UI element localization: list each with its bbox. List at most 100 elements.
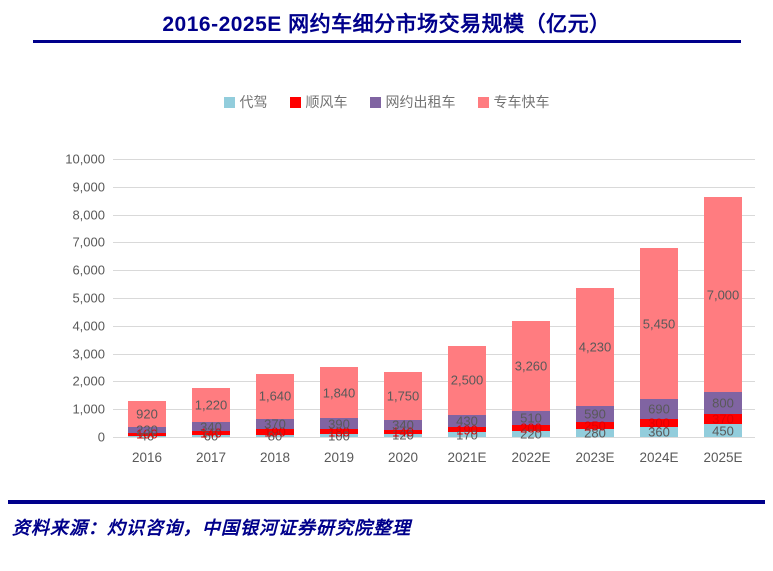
bar-segment-2023E-代驾 bbox=[576, 429, 614, 437]
y-axis-tick-label: 6,000 bbox=[72, 262, 105, 278]
bar-segment-2021E-网约出租车 bbox=[448, 415, 486, 427]
y-axis-tick-label: 5,000 bbox=[72, 290, 105, 306]
bar-segment-2016-专车快车 bbox=[128, 401, 166, 427]
data-label-2016-专车快车: 920 bbox=[136, 406, 158, 422]
legend-swatch-icon bbox=[477, 96, 489, 108]
gridline bbox=[113, 353, 755, 355]
bar-segment-2019-顺风车 bbox=[320, 429, 358, 435]
bar-segment-2020-顺风车 bbox=[384, 429, 422, 434]
legend-item-3: 网约出租车 bbox=[369, 92, 456, 112]
chart-legend: 代驾 顺风车 网约出租车 专车快车 bbox=[0, 92, 773, 112]
gridline bbox=[113, 437, 755, 438]
data-label-2024E-顺风车: 300 bbox=[648, 415, 670, 431]
data-label-2020-网约出租车: 340 bbox=[392, 417, 414, 433]
bar-segment-2025E-顺风车 bbox=[704, 414, 742, 425]
x-axis-tick-label: 2023E bbox=[575, 450, 615, 465]
data-label-2019-网约出租车: 390 bbox=[328, 416, 350, 432]
y-axis-tick-label: 1,000 bbox=[72, 401, 105, 417]
data-label-2023E-网约出租车: 590 bbox=[584, 406, 606, 422]
title-divider bbox=[33, 40, 741, 43]
bar-segment-2019-代驾 bbox=[320, 434, 358, 437]
bar-segment-2017-顺风车 bbox=[192, 431, 230, 436]
bar-segment-2022E-代驾 bbox=[512, 430, 550, 437]
gridline bbox=[113, 159, 755, 160]
bar-segment-2018-专车快车 bbox=[256, 373, 294, 420]
data-label-2025E-代驾: 450 bbox=[712, 423, 734, 439]
data-label-2019-专车快车: 1,840 bbox=[322, 385, 356, 401]
bar-segment-2023E-顺风车 bbox=[576, 422, 614, 430]
bar-segment-2023E-专车快车 bbox=[576, 288, 614, 406]
gridline bbox=[113, 298, 755, 299]
x-axis-tick-label: 2017 bbox=[195, 450, 227, 465]
data-label-2021E-专车快车: 2,500 bbox=[450, 372, 484, 388]
legend-item-1: 代驾 bbox=[223, 92, 268, 112]
bar-segment-2025E-网约出租车 bbox=[704, 391, 742, 415]
data-label-2022E-专车快车: 3,260 bbox=[514, 358, 548, 374]
data-label-2025E-网约出租车: 800 bbox=[712, 395, 734, 411]
bar-segment-2022E-顺风车 bbox=[512, 425, 550, 431]
bar-segment-2022E-专车快车 bbox=[512, 320, 550, 412]
y-axis-tick-label: 0 bbox=[97, 429, 105, 445]
bar-segment-2016-顺风车 bbox=[128, 433, 166, 436]
x-axis-tick-label: 2024E bbox=[639, 450, 679, 465]
data-label-2017-网约出租车: 340 bbox=[200, 419, 222, 435]
y-axis-tick-label: 4,000 bbox=[72, 318, 105, 334]
legend-item-2: 顺风车 bbox=[289, 92, 348, 112]
x-axis-tick-label: 2020 bbox=[387, 450, 419, 465]
bar-segment-2018-网约出租车 bbox=[256, 419, 294, 430]
y-axis-tick-label: 3,000 bbox=[72, 346, 105, 362]
bar-segment-2020-专车快车 bbox=[384, 371, 422, 421]
x-axis-tick-label: 2019 bbox=[323, 450, 355, 465]
data-label-2022E-顺风车: 200 bbox=[520, 420, 542, 436]
bar-segment-2024E-代驾 bbox=[640, 426, 678, 437]
data-label-2018-网约出租车: 370 bbox=[264, 416, 286, 432]
y-axis-tick-label: 7,000 bbox=[72, 234, 105, 250]
bar-segment-2021E-代驾 bbox=[448, 432, 486, 437]
footer-divider bbox=[8, 500, 765, 504]
chart-title: 2016-2025E 网约车细分市场交易规模（亿元） bbox=[162, 13, 611, 36]
bar-segment-2016-代驾 bbox=[128, 435, 166, 437]
gridline bbox=[113, 325, 755, 327]
gridline bbox=[113, 270, 755, 272]
bar-segment-2023E-网约出租车 bbox=[576, 405, 614, 423]
bar-segment-2016-网约出租车 bbox=[128, 426, 166, 434]
gridline bbox=[113, 242, 755, 244]
gridline bbox=[113, 214, 755, 216]
bar-segment-2017-网约出租车 bbox=[192, 421, 230, 432]
data-label-2017-代驾: 60 bbox=[203, 428, 219, 444]
x-axis-tick-label: 2021E bbox=[447, 450, 487, 465]
legend-label: 网约出租车 bbox=[385, 94, 456, 110]
legend-swatch-icon bbox=[369, 96, 381, 108]
legend-label: 顺风车 bbox=[305, 94, 348, 110]
bar-segment-2020-网约出租车 bbox=[384, 420, 422, 430]
x-axis-tick-label: 2018 bbox=[259, 450, 291, 465]
data-label-2017-专车快车: 1,220 bbox=[194, 397, 228, 413]
bar-segment-2025E-专车快车 bbox=[704, 197, 742, 392]
data-label-2025E-顺风车: 370 bbox=[712, 411, 734, 427]
data-label-2023E-顺风车: 250 bbox=[584, 418, 606, 434]
bar-segment-2019-网约出租车 bbox=[320, 418, 358, 430]
data-label-2020-顺风车: 140 bbox=[392, 424, 414, 440]
y-axis-tick-label: 8,000 bbox=[72, 207, 105, 223]
bar-segment-2021E-顺风车 bbox=[448, 426, 486, 433]
data-label-2025E-专车快车: 7,000 bbox=[706, 287, 740, 303]
data-label-2021E-顺风车: 190 bbox=[456, 422, 478, 438]
data-label-2023E-专车快车: 4,230 bbox=[578, 339, 612, 355]
bar-segment-2017-代驾 bbox=[192, 435, 230, 437]
bar-segment-2019-专车快车 bbox=[320, 367, 358, 419]
data-label-2022E-网约出租车: 510 bbox=[520, 410, 542, 426]
y-axis-tick-label: 2,000 bbox=[72, 373, 105, 389]
data-label-2018-代驾: 80 bbox=[267, 428, 283, 444]
x-axis-tick-label: 2025E bbox=[703, 450, 743, 465]
bar-segment-2022E-网约出租车 bbox=[512, 411, 550, 426]
data-label-2023E-代驾: 280 bbox=[584, 425, 606, 441]
data-label-2024E-专车快车: 5,450 bbox=[642, 316, 676, 332]
bar-segment-2021E-专车快车 bbox=[448, 345, 486, 416]
bar-segment-2018-顺风车 bbox=[256, 429, 294, 435]
gridline bbox=[113, 381, 755, 383]
source-note: 资料来源：灼识咨询，中国银河证券研究院整理 bbox=[12, 518, 411, 538]
data-label-2021E-网约出租车: 430 bbox=[456, 413, 478, 429]
bar-segment-2025E-代驾 bbox=[704, 424, 742, 437]
